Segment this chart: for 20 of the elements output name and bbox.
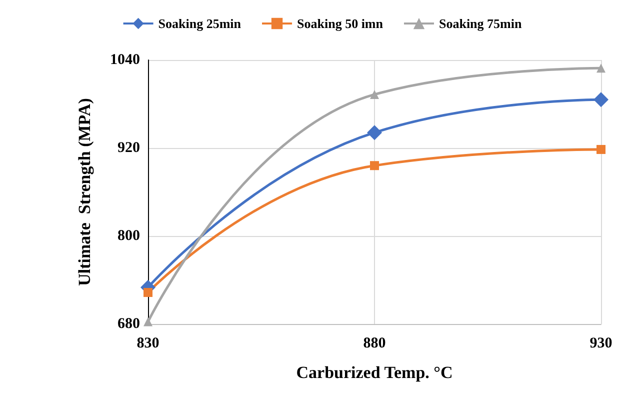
point [144, 317, 152, 326]
y-tick-label: 800 [118, 228, 140, 244]
x-axis-title: Carburized Temp. °C [296, 363, 453, 382]
x-tick-label: 880 [363, 336, 386, 352]
x-tick-label: 830 [136, 336, 160, 352]
point [594, 92, 608, 108]
y-tick-label: 680 [118, 316, 140, 332]
y-axis-title: Ultimate Strength (MPA) [75, 98, 94, 286]
y-tick-label: 920 [118, 140, 140, 156]
legend-label: Soaking 50 imn [297, 16, 384, 31]
point [144, 288, 152, 297]
x-tick-label: 930 [590, 336, 612, 352]
point [367, 125, 382, 140]
point [370, 90, 379, 99]
legend-label: Soaking 75min [438, 16, 522, 31]
point [596, 64, 606, 73]
legend-label: Soaking 25min [158, 16, 242, 31]
point [370, 161, 379, 170]
y-tick-label: 1040 [110, 52, 140, 68]
point [596, 144, 606, 154]
